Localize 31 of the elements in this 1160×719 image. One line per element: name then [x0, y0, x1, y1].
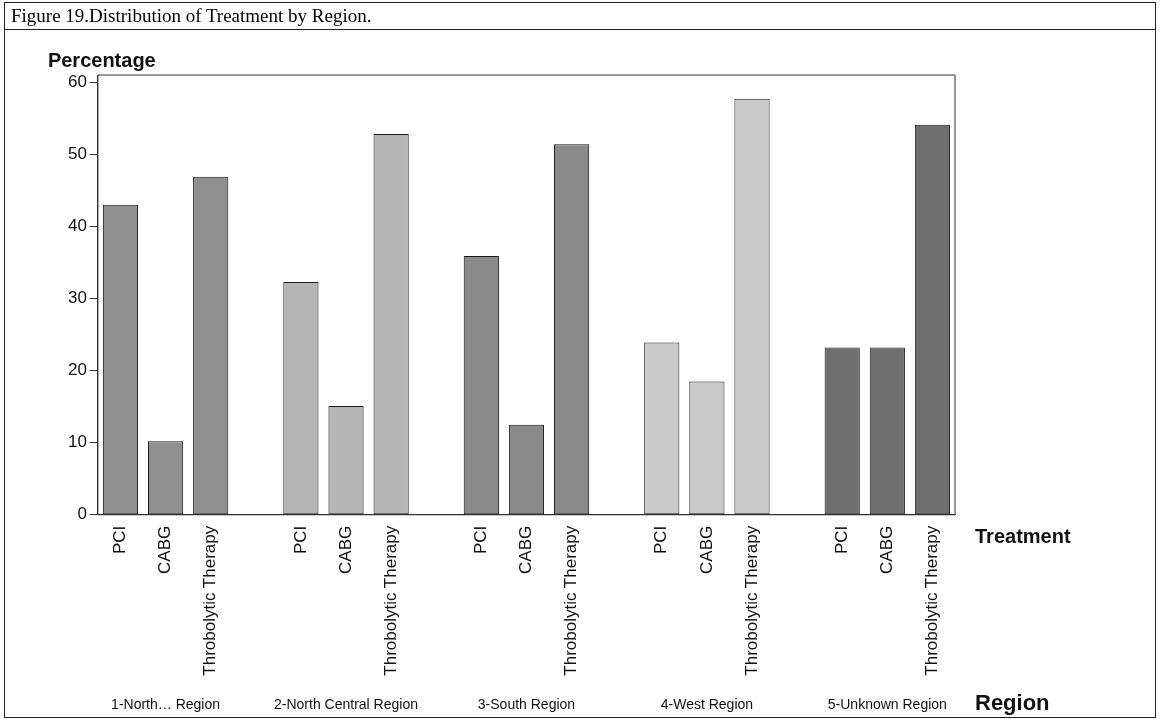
x-tick-label: CABG — [516, 525, 536, 574]
x-tick-label: Throbolytic Therapy — [200, 525, 220, 676]
x-tick-label: CABG — [877, 525, 897, 574]
x-tick-label: Throbolytic Therapy — [380, 525, 400, 676]
y-tick-label: 0 — [77, 504, 87, 524]
y-tick-label: 30 — [67, 288, 87, 308]
x-tick-label: Throbolytic Therapy — [561, 525, 581, 676]
y-tick-label: 50 — [67, 143, 87, 163]
x-tick-label: PCI — [651, 525, 671, 555]
text: 2-North Central Region — [274, 696, 418, 712]
text: 5-Unknown Region — [827, 696, 947, 712]
chart-title: Figure 19.Distribution of Treatment by Region. — [5, 3, 1155, 30]
x-axis-title: Treatment — [975, 524, 1071, 547]
y-axis-title: Percentage — [47, 49, 156, 71]
y-tick-label: 60 — [67, 71, 87, 91]
x-tick-label: CABG — [335, 525, 355, 574]
text: Region — [975, 690, 1050, 715]
x-tick-label: CABG — [155, 525, 175, 574]
y-tick-label: 40 — [67, 216, 87, 236]
x-tick-label: PCI — [831, 525, 851, 555]
y-tick-label: 10 — [67, 432, 87, 452]
x-tick-label: PCI — [110, 525, 130, 555]
x-tick-label: CABG — [696, 525, 716, 574]
x-tick-label: Throbolytic Therapy — [741, 525, 761, 676]
x-tick-label: Throbolytic Therapy — [922, 525, 942, 676]
x-tick-label: PCI — [471, 525, 491, 555]
x-tick-label: PCI — [290, 525, 310, 555]
text: 4-West Region — [660, 696, 754, 712]
text: 3-South Region — [477, 696, 576, 712]
text: 1-North… Region — [111, 696, 221, 712]
y-tick-label: 20 — [67, 360, 87, 380]
